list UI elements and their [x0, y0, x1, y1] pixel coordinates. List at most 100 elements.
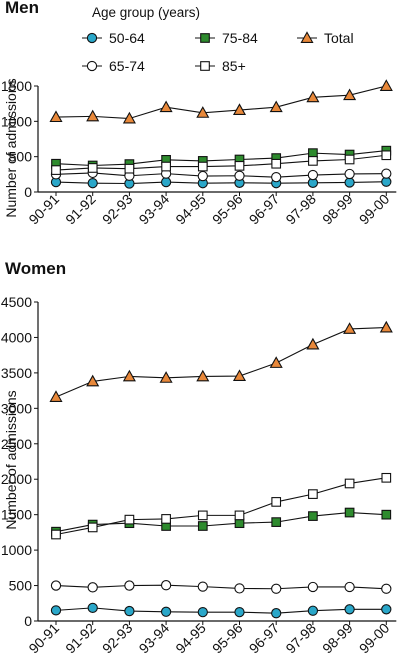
men-y-axis-label: Number of admissions	[3, 78, 19, 217]
men-point-Total	[306, 90, 320, 103]
legend-label: 65-74	[109, 58, 145, 74]
men-series-line-85+	[55, 154, 387, 171]
women-series-line-65-74	[55, 584, 387, 590]
women-chart: Number of admissions 0 500 1000 1500 2000 250…	[1, 294, 397, 657]
women-point-50-64	[50, 605, 62, 616]
men-point-50-64	[344, 177, 355, 188]
women-point-85+	[381, 472, 392, 483]
men-point-85+	[381, 150, 392, 161]
women-point-Total	[122, 369, 136, 382]
men-y-tick-label: 1000	[1, 113, 32, 129]
women-point-Total	[159, 371, 173, 383]
legend-marker-65-74	[86, 60, 98, 72]
women-y-tick-label: 1500	[1, 507, 32, 523]
men-point-65-74	[381, 168, 392, 179]
women-point-50-64	[381, 604, 392, 615]
women-series-line-Total	[55, 326, 387, 398]
legend-label: 50-64	[109, 30, 145, 46]
women-series-line-85+	[55, 477, 387, 536]
women-y-tick-label: 1000	[1, 542, 32, 558]
women-y-tick-label: 4000	[1, 329, 32, 345]
women-x-tick-label: 93-94	[136, 620, 173, 657]
men-point-65-74	[344, 168, 355, 180]
men-point-Total	[379, 79, 393, 91]
women-y-tick-label: 500	[9, 578, 33, 594]
women-x-tick-label: 94-95	[172, 620, 209, 657]
men-x-tick-label: 96-97	[246, 191, 283, 228]
women-point-50-64	[124, 605, 135, 617]
women-point-75-84	[308, 511, 318, 521]
men-point-Total	[49, 110, 63, 123]
women-y-tick-label: 2500	[1, 436, 32, 452]
men-point-65-74	[234, 170, 245, 181]
women-point-65-74	[160, 580, 172, 591]
women-y-tick-label: 3500	[1, 365, 32, 381]
women-point-50-64	[197, 606, 208, 618]
legend-marker-50-64	[86, 32, 98, 44]
women-point-65-74	[124, 580, 135, 591]
men-x-tick-label: 93-94	[136, 191, 173, 228]
women-point-50-64	[160, 606, 172, 617]
women-point-75-84	[381, 509, 392, 520]
men-x-tick-label: 97-98	[282, 191, 319, 228]
men-y-tick-label: 500	[9, 149, 33, 165]
women-point-Total	[49, 390, 63, 402]
women-point-65-74	[344, 581, 355, 593]
women-panel-title: Women	[5, 259, 66, 278]
legend: Age group (years) 50-64 75-84 Total 65-74 85…	[82, 5, 354, 74]
men-point-85+	[308, 156, 318, 166]
men-point-85+	[51, 165, 61, 175]
women-point-Total	[379, 320, 393, 333]
men-panel-title: Men	[5, 0, 39, 17]
women-y-axis-label: Number of admissions	[3, 390, 19, 529]
women-point-Total	[269, 356, 283, 368]
women-point-Total	[86, 374, 100, 387]
women-y-tick-label: 4500	[1, 294, 32, 310]
women-point-85+	[161, 514, 171, 524]
women-point-Total	[343, 322, 357, 334]
men-series-line-65-74	[55, 172, 387, 178]
men-point-Total	[232, 103, 247, 115]
women-point-85+	[308, 489, 318, 499]
legend-marker-Total	[300, 31, 314, 43]
men-x-tick-label: 99-00	[356, 191, 393, 228]
women-point-50-64	[271, 608, 282, 619]
legend-label: 75-84	[222, 30, 258, 46]
men-point-85+	[271, 158, 282, 169]
men-point-Total	[86, 109, 100, 122]
legend-title: Age group (years)	[92, 5, 200, 20]
men-point-Total	[159, 100, 173, 113]
men-x-tick-label: 92-93	[99, 191, 136, 228]
women-point-50-64	[234, 606, 245, 618]
women-point-85+	[124, 514, 135, 525]
women-point-85+	[197, 510, 208, 521]
men-point-65-74	[307, 169, 319, 181]
women-x-tick-label: 92-93	[99, 620, 136, 657]
men-point-85+	[344, 154, 355, 165]
women-y-tick-label: 2000	[1, 471, 32, 487]
women-x-tick-label: 91-92	[62, 620, 99, 657]
men-point-Total	[122, 111, 136, 124]
men-x-tick-label: 95-96	[209, 191, 246, 228]
women-point-85+	[234, 510, 245, 521]
women-point-75-84	[197, 521, 208, 531]
women-point-75-84	[344, 507, 355, 518]
legend-label: Total	[324, 30, 354, 46]
women-point-50-64	[344, 604, 355, 615]
men-point-65-74	[271, 172, 282, 183]
women-point-85+	[87, 522, 98, 533]
women-point-75-84	[271, 517, 282, 527]
women-point-Total	[232, 369, 247, 382]
men-point-85+	[87, 163, 98, 173]
women-point-Total	[196, 369, 210, 382]
men-point-Total	[343, 88, 357, 101]
men-series-line-75-84	[55, 150, 387, 167]
women-point-50-64	[87, 602, 98, 614]
women-point-50-64	[307, 605, 319, 616]
women-x-tick-label: 96-97	[246, 620, 283, 657]
men-y-tick-label: 1500	[1, 78, 32, 94]
men-point-50-64	[160, 176, 172, 188]
women-point-65-74	[271, 583, 282, 594]
